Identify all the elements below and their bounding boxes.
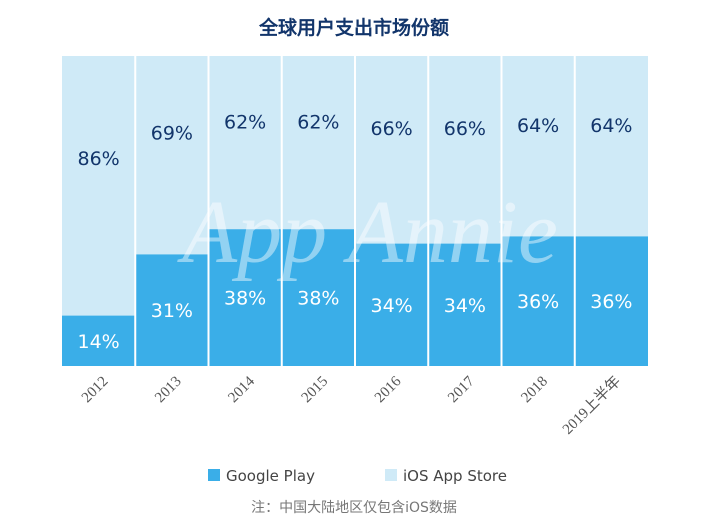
chart-title: 全球用户支出市场份额 — [258, 16, 449, 39]
bar-ios-1 — [135, 56, 209, 255]
bar-google-play-6 — [501, 236, 575, 366]
bar-google-play-2 — [208, 229, 282, 366]
bar-google-play-5 — [428, 243, 502, 366]
label-ios-4: 66% — [371, 118, 413, 140]
x-tick-0: 2012 — [79, 374, 112, 407]
label-google-play-7: 36% — [590, 291, 632, 313]
label-google-play-3: 38% — [297, 288, 339, 310]
label-google-play-4: 34% — [371, 295, 413, 317]
label-ios-0: 86% — [78, 148, 120, 170]
bar-ios-6 — [501, 56, 575, 237]
label-ios-1: 69% — [151, 122, 193, 144]
legend-swatch-ios-app-store — [385, 469, 397, 481]
bar-ios-2 — [208, 56, 282, 230]
x-tick-5: 2017 — [445, 373, 478, 406]
label-ios-3: 62% — [297, 112, 339, 134]
x-tick-4: 2016 — [372, 373, 405, 406]
bar-google-play-4 — [355, 243, 429, 366]
bar-ios-7 — [574, 56, 648, 237]
bar-ios-5 — [428, 56, 502, 244]
bar-google-play-1 — [135, 254, 209, 366]
label-google-play-1: 31% — [151, 300, 193, 322]
bar-ios-3 — [281, 56, 355, 230]
footnote: 注：中国大陆地区仅包含iOS数据 — [251, 500, 457, 516]
label-ios-6: 64% — [517, 115, 559, 137]
bar-google-play-7 — [574, 236, 648, 366]
label-google-play-0: 14% — [78, 331, 120, 353]
x-tick-3: 2015 — [299, 374, 332, 407]
value-labels-group: 14% 86% 31% 69% 38% 62% 38% 62% 34% 66% 34% 66% 36% 6… — [78, 112, 633, 353]
legend-label-google-play: Google Play — [226, 467, 315, 485]
label-google-play-6: 36% — [517, 291, 559, 313]
x-axis-ticks: 2012 2013 2014 2015 2016 2017 2018 2019上半年 — [79, 373, 624, 438]
bars-group — [62, 56, 648, 366]
x-tick-7: 2019上半年 — [559, 373, 624, 438]
label-ios-5: 66% — [444, 118, 486, 140]
label-google-play-2: 38% — [224, 288, 266, 310]
legend-label-ios-app-store: iOS App Store — [403, 467, 507, 485]
x-tick-2: 2014 — [225, 373, 258, 406]
label-ios-2: 62% — [224, 112, 266, 134]
bar-google-play-3 — [281, 229, 355, 366]
bar-google-play-0 — [62, 315, 136, 366]
label-google-play-5: 34% — [444, 295, 486, 317]
legend-swatch-google-play — [208, 469, 220, 481]
x-tick-1: 2013 — [152, 374, 185, 407]
bar-ios-4 — [355, 56, 429, 244]
watermark: App Annie — [177, 183, 558, 282]
x-tick-6: 2018 — [518, 374, 551, 407]
label-ios-7: 64% — [590, 115, 632, 137]
legend: Google Play iOS App Store — [208, 467, 507, 485]
bar-ios-0 — [62, 56, 136, 316]
